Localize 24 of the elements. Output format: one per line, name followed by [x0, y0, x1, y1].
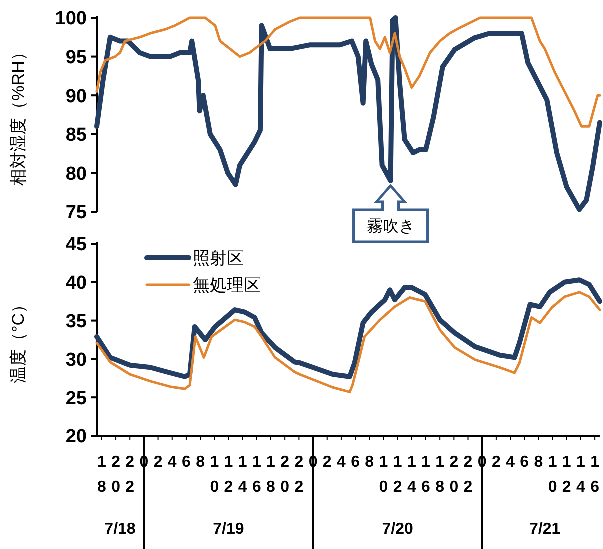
x2-tick-label: 7/21 [529, 521, 561, 538]
x2-tick-label: 7/19 [213, 521, 244, 538]
y-tick-label: 25 [66, 388, 88, 410]
annotation: 霧吹き [366, 218, 415, 236]
y-tick-label: 100 [55, 8, 87, 30]
y-axis-title: 相対湿度（%RH） [9, 44, 28, 186]
x2-tick-label: 7/20 [382, 521, 414, 538]
y-tick-label: 85 [66, 125, 88, 146]
y-tick-label: 90 [66, 86, 87, 108]
y-tick-label: 20 [66, 426, 87, 448]
y-tick-label: 40 [66, 273, 87, 294]
legend-label: 無処理区 [193, 276, 261, 295]
y-tick-label: 95 [66, 47, 88, 68]
y-axis-title: 温度（°C） [9, 296, 28, 384]
x2-tick-label: 7/18 [104, 521, 136, 538]
x-tick-label: 16 [586, 454, 603, 504]
y-tick-label: 45 [66, 234, 88, 256]
x-tick-label: 18 [93, 454, 110, 504]
y-tick-label: 75 [66, 202, 88, 224]
y-tick-label: 35 [66, 311, 88, 332]
y-tick-label: 30 [66, 350, 87, 371]
legend-label: 照射区 [193, 248, 244, 268]
y-tick-label: 80 [66, 164, 87, 185]
x-tick-label: 2 [488, 454, 505, 479]
